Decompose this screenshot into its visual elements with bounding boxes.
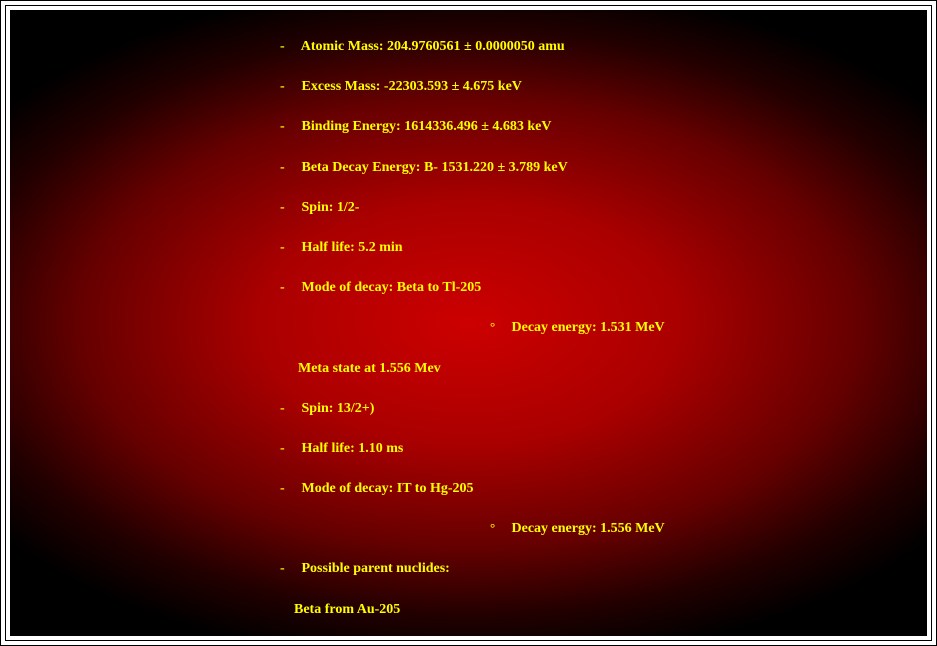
dash-bullet-icon: - (280, 159, 298, 177)
dash-bullet-icon: - (280, 118, 298, 136)
circle-bullet-icon: ° (490, 520, 508, 537)
content-panel: - Atomic Mass: 204.9760561 ± 0.0000050 a… (10, 10, 927, 636)
dash-bullet-icon: - (280, 279, 298, 297)
decay-energy-text: Decay energy: 1.531 MeV (512, 320, 665, 335)
dash-bullet-icon: - (280, 38, 298, 56)
mode-of-decay-text: Mode of decay: IT to Hg-205 (302, 481, 474, 496)
parent-nuclides-label: Possible parent nuclides: (302, 561, 450, 576)
property-row: - Binding Energy: 1614336.496 ± 4.683 ke… (280, 118, 927, 136)
circle-bullet-icon: ° (490, 319, 508, 336)
dash-bullet-icon: - (280, 480, 298, 498)
spin-text: Spin: 13/2+) (302, 401, 375, 416)
dash-bullet-icon: - (280, 199, 298, 217)
parent-nuclide-row: Beta from Au-205 (280, 601, 927, 619)
property-row: - Mode of decay: IT to Hg-205 (280, 480, 927, 498)
dash-bullet-icon: - (280, 440, 298, 458)
atomic-mass-text: Atomic Mass: 204.9760561 ± 0.0000050 amu (301, 39, 565, 54)
sub-property-row: ° Decay energy: 1.531 MeV (280, 319, 927, 337)
property-row: - Possible parent nuclides: (280, 560, 927, 578)
beta-decay-energy-text: Beta Decay Energy: B- 1531.220 ± 3.789 k… (302, 160, 568, 175)
property-row: - Half life: 5.2 min (280, 239, 927, 257)
property-row: - Half life: 1.10 ms (280, 440, 927, 458)
sub-property-row: ° Decay energy: 1.556 MeV (280, 520, 927, 538)
mode-of-decay-text: Mode of decay: Beta to Tl-205 (302, 280, 482, 295)
inner-frame: - Atomic Mass: 204.9760561 ± 0.0000050 a… (5, 5, 932, 641)
binding-energy-text: Binding Energy: 1614336.496 ± 4.683 keV (302, 119, 552, 134)
dash-bullet-icon: - (280, 78, 298, 96)
meta-state-text: Meta state at 1.556 Mev (298, 361, 441, 376)
property-row: - Excess Mass: -22303.593 ± 4.675 keV (280, 78, 927, 96)
parent-nuclide-text: Beta from Au-205 (294, 602, 400, 617)
spin-text: Spin: 1/2- (302, 200, 360, 215)
property-row: - Mode of decay: Beta to Tl-205 (280, 279, 927, 297)
property-row: - Spin: 13/2+) (280, 400, 927, 418)
dash-bullet-icon: - (280, 560, 298, 578)
property-row: - Beta Decay Energy: B- 1531.220 ± 3.789… (280, 159, 927, 177)
outer-frame: - Atomic Mass: 204.9760561 ± 0.0000050 a… (0, 0, 937, 646)
dash-bullet-icon: - (280, 239, 298, 257)
meta-state-row: Meta state at 1.556 Mev (280, 360, 927, 378)
dash-bullet-icon: - (280, 400, 298, 418)
decay-energy-text: Decay energy: 1.556 MeV (512, 521, 665, 536)
property-row: - Spin: 1/2- (280, 199, 927, 217)
half-life-text: Half life: 1.10 ms (302, 441, 404, 456)
half-life-text: Half life: 5.2 min (302, 240, 403, 255)
excess-mass-text: Excess Mass: -22303.593 ± 4.675 keV (302, 79, 522, 94)
property-row: - Atomic Mass: 204.9760561 ± 0.0000050 a… (280, 38, 927, 56)
